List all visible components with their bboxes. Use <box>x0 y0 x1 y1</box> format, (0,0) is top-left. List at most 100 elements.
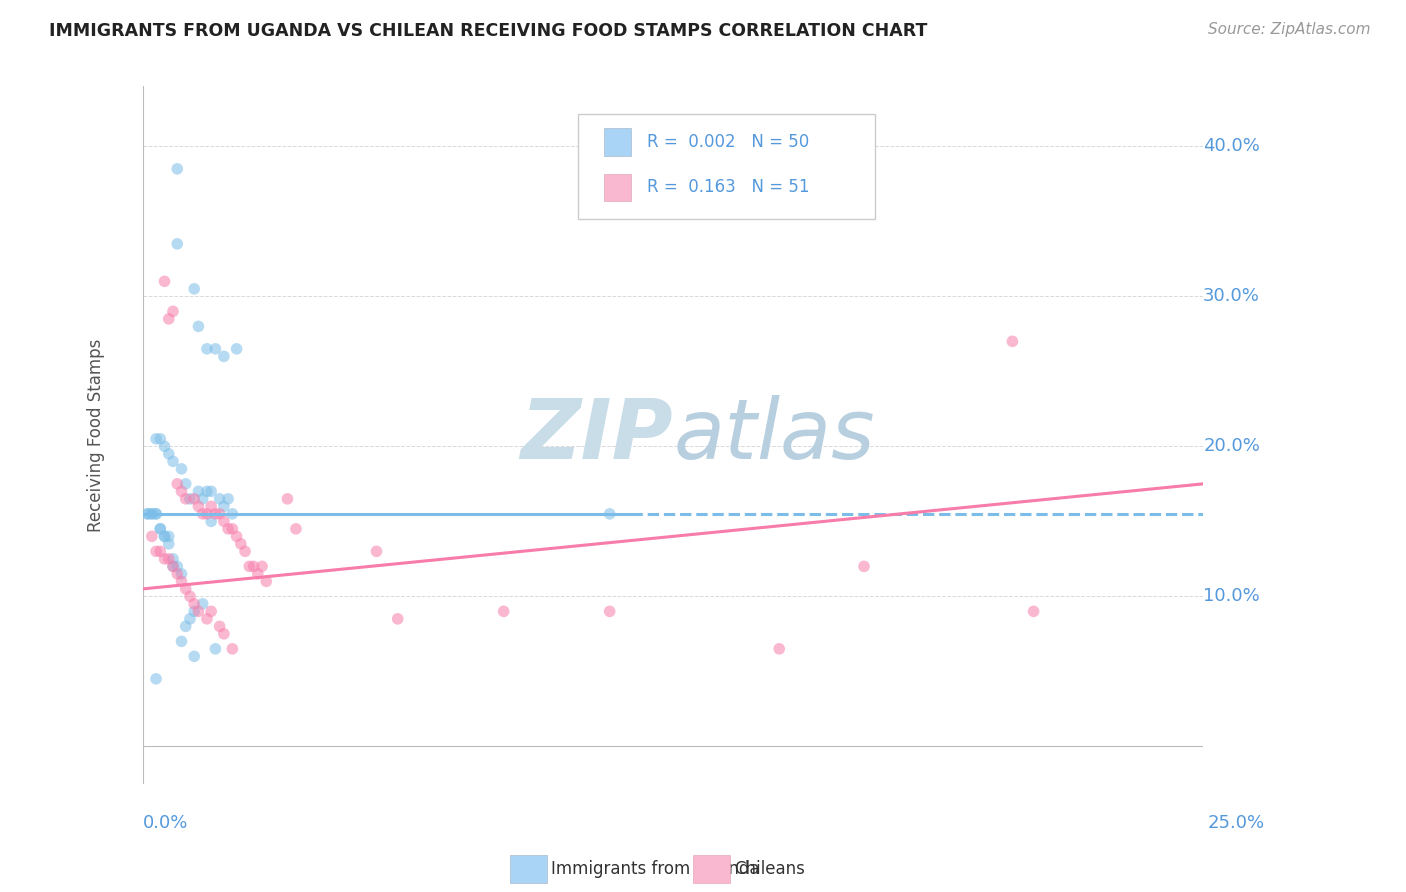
Point <box>242 559 264 574</box>
Point <box>195 612 218 626</box>
Text: 0.0%: 0.0% <box>143 814 188 832</box>
Point <box>170 634 193 648</box>
Point <box>141 529 163 543</box>
Point <box>179 590 201 604</box>
Point <box>153 439 176 453</box>
Point <box>366 544 388 558</box>
Point <box>149 522 172 536</box>
Point <box>208 491 231 506</box>
Text: R =  0.002   N = 50: R = 0.002 N = 50 <box>647 133 808 151</box>
Point <box>276 491 298 506</box>
Text: atlas: atlas <box>673 394 875 475</box>
Point <box>170 574 193 589</box>
Point <box>217 522 239 536</box>
Point <box>141 507 163 521</box>
Point <box>157 311 180 326</box>
Point <box>166 476 188 491</box>
Point <box>246 566 269 581</box>
Point <box>768 641 790 656</box>
Point <box>1001 334 1024 349</box>
Point <box>195 507 218 521</box>
Point <box>170 566 193 581</box>
Point <box>162 559 184 574</box>
Point <box>1022 604 1045 618</box>
Point <box>191 597 214 611</box>
Point <box>149 544 172 558</box>
Point <box>157 447 180 461</box>
Point <box>153 274 176 288</box>
Point <box>179 491 201 506</box>
Point <box>187 604 209 618</box>
Point <box>157 529 180 543</box>
Point <box>183 597 205 611</box>
Text: IMMIGRANTS FROM UGANDA VS CHILEAN RECEIVING FOOD STAMPS CORRELATION CHART: IMMIGRANTS FROM UGANDA VS CHILEAN RECEIV… <box>49 22 928 40</box>
Point <box>200 500 222 514</box>
Point <box>136 507 159 521</box>
Point <box>174 619 197 633</box>
Point <box>141 507 163 521</box>
Point <box>149 432 172 446</box>
Point <box>238 559 260 574</box>
Point <box>200 514 222 528</box>
Point <box>170 484 193 499</box>
Point <box>250 559 273 574</box>
Point <box>153 529 176 543</box>
Point <box>166 559 188 574</box>
Text: Source: ZipAtlas.com: Source: ZipAtlas.com <box>1208 22 1371 37</box>
Point <box>229 537 252 551</box>
Point <box>153 552 176 566</box>
Point <box>200 484 222 499</box>
Point <box>166 161 188 176</box>
Point <box>221 522 243 536</box>
Point <box>179 612 201 626</box>
Point <box>254 574 277 589</box>
Point <box>183 604 205 618</box>
Point <box>162 559 184 574</box>
Point <box>183 282 205 296</box>
Point <box>200 604 222 618</box>
Point <box>136 507 159 521</box>
Point <box>145 544 167 558</box>
Point <box>157 552 180 566</box>
Point <box>599 507 621 521</box>
Point <box>212 514 235 528</box>
Point <box>195 484 218 499</box>
Point <box>212 349 235 363</box>
Point <box>174 582 197 596</box>
Point <box>149 522 172 536</box>
Point <box>187 319 209 334</box>
Point <box>204 507 226 521</box>
Text: 40.0%: 40.0% <box>1204 137 1260 155</box>
Text: 30.0%: 30.0% <box>1204 287 1260 305</box>
Point <box>212 627 235 641</box>
Point <box>174 476 197 491</box>
Text: ZIP: ZIP <box>520 394 673 475</box>
Text: Receiving Food Stamps: Receiving Food Stamps <box>87 338 104 532</box>
Point <box>187 500 209 514</box>
Point <box>208 507 231 521</box>
Text: 25.0%: 25.0% <box>1208 814 1264 832</box>
Point <box>204 342 226 356</box>
Point <box>225 529 247 543</box>
Point <box>183 491 205 506</box>
Point <box>284 522 307 536</box>
Point <box>145 507 167 521</box>
Text: 20.0%: 20.0% <box>1204 437 1260 455</box>
Point <box>492 604 515 618</box>
Text: 10.0%: 10.0% <box>1204 587 1260 606</box>
Point <box>145 672 167 686</box>
FancyBboxPatch shape <box>578 114 875 219</box>
Point <box>225 342 247 356</box>
Point <box>853 559 876 574</box>
Point <box>162 552 184 566</box>
Text: R =  0.163   N = 51: R = 0.163 N = 51 <box>647 178 810 196</box>
Point <box>208 619 231 633</box>
Point <box>145 507 167 521</box>
Point <box>153 529 176 543</box>
Point <box>599 604 621 618</box>
Point <box>217 491 239 506</box>
Point <box>195 342 218 356</box>
Point <box>162 304 184 318</box>
Point <box>221 641 243 656</box>
Point <box>204 641 226 656</box>
